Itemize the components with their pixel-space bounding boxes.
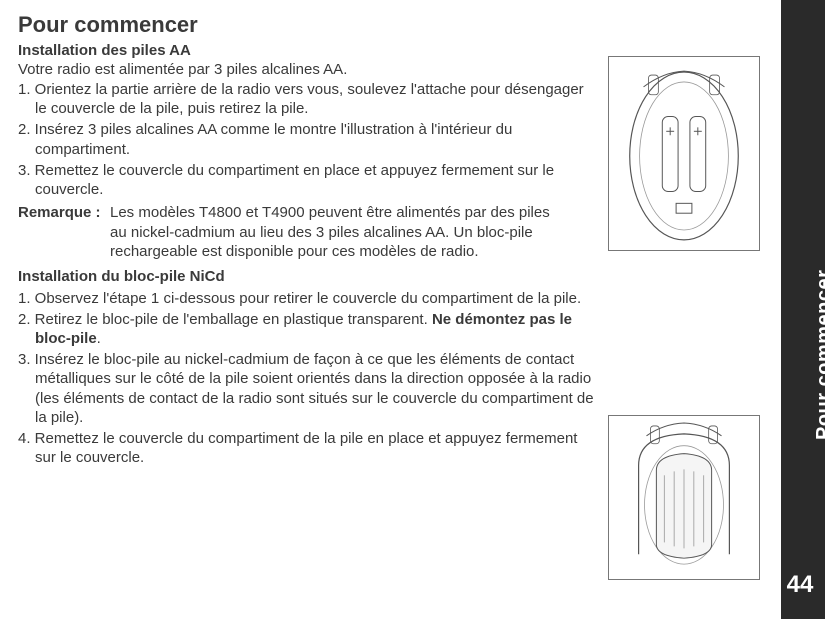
page: Pour commencer Installation des piles AA… (0, 0, 825, 619)
list-item: 3. Remettez le couvercle du compartiment… (18, 161, 598, 199)
remark-body: Les modèles T4800 et T4900 peuvent être … (110, 203, 568, 262)
page-number: 44 (781, 571, 819, 599)
text-content: Pour commencer Installation des piles AA… (18, 12, 598, 469)
remark-label: Remarque : (18, 204, 101, 221)
list-item: 1. Observez l'étape 1 ci-dessous pour re… (18, 289, 598, 308)
figure-radio-batteries (608, 56, 760, 251)
nicd-illustration (609, 416, 759, 579)
page-title: Pour commencer (18, 12, 598, 38)
sidebar-label: Pour commencer (813, 270, 825, 440)
section1-subtitle: Installation des piles AA (18, 42, 598, 59)
list-item: 4. Remettez le couvercle du compartiment… (18, 429, 598, 467)
section2-subtitle: Installation du bloc-pile NiCd (18, 268, 598, 285)
radio-aa-illustration (609, 57, 759, 250)
list-item: 1. Orientez la partie arrière de la radi… (18, 80, 598, 118)
section2-steps: 1. Observez l'étape 1 ci-dessous pour re… (18, 289, 598, 468)
figure-nicd-pack (608, 415, 760, 580)
list-item: 2. Insérez 3 piles alcalines AA comme le… (18, 120, 598, 158)
step2-text-c: . (97, 330, 101, 347)
sidebar-tab: Pour commencer 44 (781, 0, 825, 619)
list-item: 3. Insérez le bloc-pile au nickel-cadmiu… (18, 350, 598, 427)
section1-steps: 1. Orientez la partie arrière de la radi… (18, 80, 598, 199)
section1-intro: Votre radio est alimentée par 3 piles al… (18, 61, 598, 78)
list-item: 2. Retirez le bloc-pile de l'emballage e… (18, 310, 598, 348)
remark-block: Remarque : Les modèles T4800 et T4900 peu… (18, 203, 598, 262)
step2-text-a: 2. Retirez le bloc-pile de l'emballage e… (18, 311, 432, 328)
